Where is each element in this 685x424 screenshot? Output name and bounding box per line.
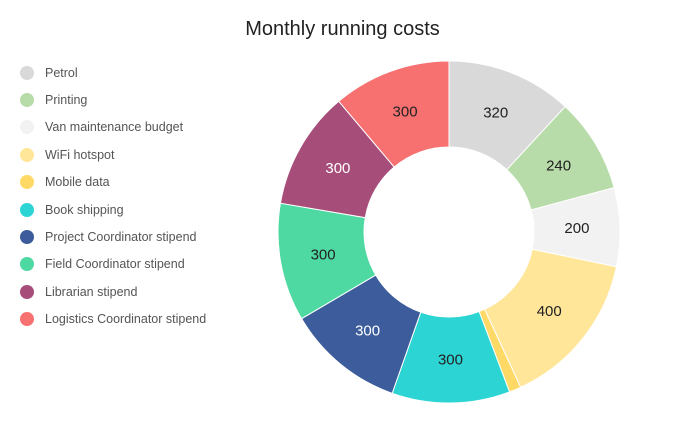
slice-value-label: 320 xyxy=(483,104,508,121)
legend-item[interactable]: Book shipping xyxy=(20,196,206,223)
legend-item[interactable]: Petrol xyxy=(20,59,206,86)
slice-value-label: 400 xyxy=(537,303,562,320)
legend-swatch xyxy=(20,202,34,217)
legend-item[interactable]: Librarian stipend xyxy=(20,278,206,305)
legend-item[interactable]: Van maintenance budget xyxy=(20,114,206,141)
chart-title: Monthly running costs xyxy=(245,18,440,40)
legend-label: Book shipping xyxy=(45,202,124,217)
legend-item[interactable]: WiFi hotspot xyxy=(20,141,206,168)
slice-value-label: 300 xyxy=(311,247,336,264)
legend-swatch xyxy=(20,93,34,108)
legend-item[interactable]: Logistics Coordinator stipend xyxy=(20,306,206,333)
legend-swatch xyxy=(20,120,34,135)
slice-value-label: 300 xyxy=(393,103,418,120)
legend-item[interactable]: Mobile data xyxy=(20,169,206,196)
donut-data-labels: 320 240 200 400 300 300 300 300 300 xyxy=(311,103,590,368)
legend-item[interactable]: Printing xyxy=(20,86,206,113)
legend-label: Logistics Coordinator stipend xyxy=(45,312,207,327)
donut-slice[interactable] xyxy=(338,60,450,168)
slice-value-label: 300 xyxy=(355,322,380,339)
slice-value-label: 300 xyxy=(325,160,350,177)
legend-item[interactable]: Project Coordinator stipend xyxy=(20,223,206,250)
slice-value-label: 240 xyxy=(546,157,571,174)
chart-legend: Petrol Printing Van maintenance budget WiFi… xyxy=(20,59,206,333)
legend-item[interactable]: Field Coordinator stipend xyxy=(20,251,206,278)
legend-swatch xyxy=(20,284,34,299)
legend-swatch xyxy=(20,257,34,272)
legend-swatch xyxy=(20,230,34,245)
slice-value-label: 200 xyxy=(564,220,589,237)
legend-swatch xyxy=(20,65,34,80)
legend-swatch xyxy=(20,175,34,190)
legend-label: Field Coordinator stipend xyxy=(45,257,185,272)
legend-label: Librarian stipend xyxy=(45,284,138,299)
legend-label: Van maintenance budget xyxy=(45,120,184,135)
donut-slices xyxy=(277,60,621,404)
slice-value-label: 300 xyxy=(438,351,463,368)
legend-label: Printing xyxy=(45,93,88,108)
legend-swatch xyxy=(20,147,34,162)
legend-swatch xyxy=(20,312,34,327)
legend-label: Mobile data xyxy=(45,175,110,190)
legend-label: Petrol xyxy=(45,65,78,80)
legend-label: WiFi hotspot xyxy=(45,147,115,162)
legend-label: Project Coordinator stipend xyxy=(45,230,197,245)
